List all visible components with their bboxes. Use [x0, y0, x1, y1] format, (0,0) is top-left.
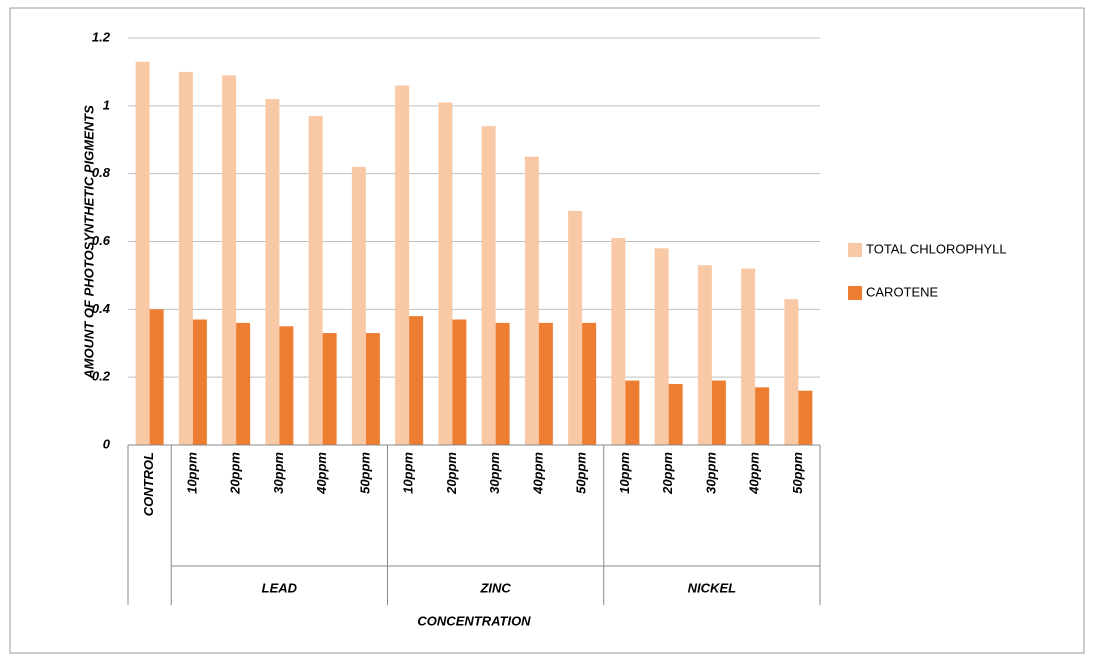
bar	[625, 380, 640, 445]
bar	[611, 238, 626, 445]
bar	[265, 99, 280, 446]
y-tick-label: 1	[103, 97, 110, 112]
x-tick-label: 30ppm	[487, 452, 502, 494]
bar	[654, 248, 669, 445]
bar	[668, 383, 683, 445]
group-label: LEAD	[262, 580, 298, 595]
legend-swatch	[848, 243, 862, 257]
bar	[178, 71, 193, 446]
bar	[741, 268, 756, 445]
bar	[308, 116, 323, 445]
legend-label: TOTAL CHLOROPHYLL	[866, 241, 1007, 256]
bar	[135, 61, 150, 445]
bar	[538, 322, 553, 445]
x-tick-label: 30ppm	[271, 452, 286, 494]
bar	[495, 322, 510, 445]
bar	[279, 326, 294, 445]
x-tick-label: 50ppm	[790, 452, 805, 494]
bar	[192, 319, 207, 445]
bar	[798, 390, 813, 445]
x-tick-label: 10ppm	[184, 452, 199, 494]
x-tick-label: 20ppm	[228, 452, 243, 495]
y-tick-label: 0.6	[92, 233, 111, 248]
x-tick-label: 20ppm	[444, 452, 459, 495]
bar	[568, 210, 583, 445]
bar	[481, 126, 496, 445]
x-tick-label: 40ppm	[747, 452, 762, 495]
x-tick-label: 40ppm	[530, 452, 545, 495]
bar	[149, 309, 164, 445]
group-label: ZINC	[479, 580, 511, 595]
bar	[351, 166, 366, 445]
bar	[438, 102, 453, 446]
bar	[236, 322, 251, 445]
x-tick-label: 40ppm	[314, 452, 329, 495]
y-tick-label: 0	[103, 436, 111, 451]
x-tick-label: 50ppm	[574, 452, 589, 494]
y-tick-label: 0.4	[92, 301, 111, 316]
y-tick-label: 0.2	[92, 369, 111, 384]
bar	[322, 333, 337, 445]
legend-label: CAROTENE	[866, 284, 939, 299]
bar	[365, 333, 380, 445]
bar	[524, 156, 539, 446]
bar	[395, 85, 410, 445]
group-label: NICKEL	[688, 580, 736, 595]
bar	[582, 322, 597, 445]
x-tick-label: 10ppm	[617, 452, 632, 494]
bar	[222, 75, 237, 445]
bar	[755, 387, 770, 445]
x-tick-label: 10ppm	[401, 452, 416, 494]
bar	[784, 299, 799, 445]
y-tick-label: 1.2	[92, 29, 111, 44]
y-tick-label: 0.8	[92, 165, 111, 180]
legend-swatch	[848, 286, 862, 300]
x-tick-label: 50ppm	[357, 452, 372, 494]
x-tick-label: CONTROL	[141, 452, 156, 516]
bar	[711, 380, 726, 445]
y-axis-label: AMOUNT OF PHOTOSYNTHETIC PIGMENTS	[81, 105, 96, 380]
bar	[452, 319, 467, 445]
bar	[409, 316, 424, 445]
x-tick-label: 30ppm	[703, 452, 718, 494]
bar	[697, 265, 712, 445]
x-axis-label: CONCENTRATION	[417, 613, 531, 628]
x-tick-label: 20ppm	[660, 452, 675, 495]
